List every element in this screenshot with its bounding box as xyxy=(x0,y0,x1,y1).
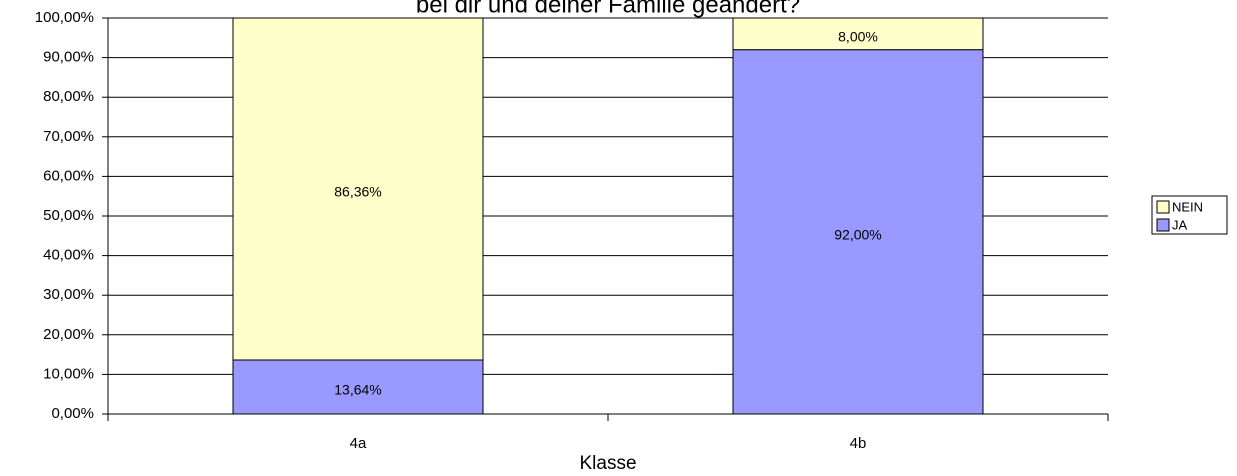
chart-title: bei dir und deiner Familie geändert? xyxy=(416,0,800,18)
bar-segment xyxy=(232,17,484,361)
data-label: 13,64% xyxy=(334,382,381,398)
y-tick-label: 100,00% xyxy=(35,9,94,26)
x-tick-label: 4b xyxy=(850,435,867,452)
y-tick-label: 80,00% xyxy=(43,88,94,105)
bar-segment xyxy=(232,359,484,415)
y-tick-label: 10,00% xyxy=(43,365,94,382)
legend-label: JA xyxy=(1172,217,1188,232)
legend-swatch xyxy=(1156,218,1170,232)
y-tick-label: 90,00% xyxy=(43,49,94,66)
bar-segment xyxy=(732,17,984,51)
y-tick-label: 20,00% xyxy=(43,326,94,343)
bar-segment xyxy=(732,49,984,415)
legend-label: NEIN xyxy=(1172,199,1203,214)
y-tick-label: 40,00% xyxy=(43,247,94,264)
data-label: 92,00% xyxy=(834,227,881,243)
y-tick-label: 60,00% xyxy=(43,167,94,184)
x-axis-label: Klasse xyxy=(579,453,636,474)
data-label: 86,36% xyxy=(334,184,381,200)
y-tick-label: 50,00% xyxy=(43,207,94,224)
y-tick-label: 30,00% xyxy=(43,286,94,303)
y-tick-label: 0,00% xyxy=(51,405,94,422)
legend-swatch xyxy=(1156,200,1170,214)
x-tick-label: 4a xyxy=(350,435,367,452)
data-label: 8,00% xyxy=(838,29,878,45)
y-tick-label: 70,00% xyxy=(43,128,94,145)
